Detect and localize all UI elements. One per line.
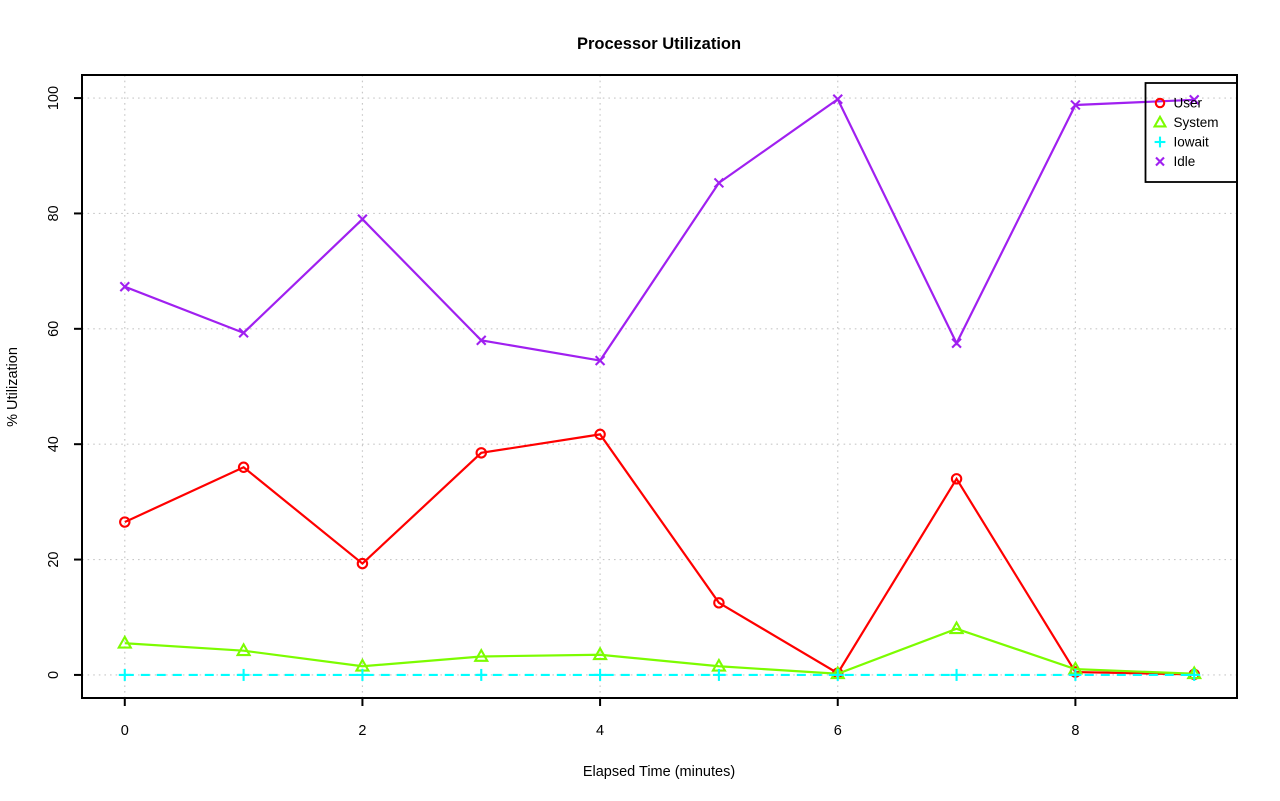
idle-marker-4 [594,355,606,366]
legend-box [1144,82,1238,183]
idle-marker-1 [238,327,249,339]
series-iowait [118,668,1201,681]
user-marker-1 [237,461,250,473]
idle-marker-8 [1070,99,1081,111]
series-user [119,428,1200,681]
gridlines [82,75,1237,698]
legend-system-label: System [1174,115,1219,130]
legend-entry-iowait: Iowait [1154,135,1210,150]
user-marker-7 [950,473,963,485]
legend-entry-user: User [1154,96,1203,111]
plot-border [81,74,1238,699]
idle-marker-3 [476,335,487,346]
idle-marker-0 [119,281,130,292]
user-marker-3 [475,447,487,459]
chart-title: Processor Utilization [577,35,741,53]
legend-system-marker-icon [1152,114,1168,128]
y-tick-label-100: 100 [46,86,62,110]
user-marker-5 [713,597,725,609]
series-system [116,620,1203,680]
x-tick-label-8: 8 [1071,723,1079,739]
idle-marker-6 [832,94,843,105]
legend-entry-system: System [1152,114,1219,130]
data-series [116,94,1203,681]
system-marker-0 [116,634,133,649]
x-tick-label-0: 0 [121,723,129,739]
y-tick-label-0: 0 [46,671,62,679]
system-marker-4 [592,646,608,661]
system-marker-1 [235,642,252,657]
y-axis-title: % Utilization [5,347,21,427]
idle-marker-7 [951,338,962,349]
idle-marker-9 [1189,94,1200,105]
legend: User System Iowait Idle [1144,82,1238,183]
idle-line [124,97,1195,362]
user-marker-4 [594,428,606,441]
idle-marker-5 [713,177,725,189]
legend-user-label: User [1174,96,1203,111]
user-marker-0 [119,516,131,528]
x-axis-title: Elapsed Time (minutes) [583,764,735,780]
x-tick-label-6: 6 [834,723,842,739]
x-tick-label-2: 2 [358,723,366,739]
system-line [124,627,1195,675]
y-tick-label-40: 40 [46,436,62,452]
y-tick-label-60: 60 [46,321,62,337]
user-line [124,433,1195,676]
legend-iowait-label: Iowait [1174,135,1210,150]
legend-entry-idle: Idle [1155,154,1196,169]
y-tick-label-80: 80 [46,205,62,221]
system-marker-7 [948,620,965,635]
system-marker-3 [473,648,490,662]
x-tick-label-4: 4 [596,723,604,739]
series-idle [119,94,1200,366]
legend-user-marker-icon [1154,97,1166,109]
legend-idle-marker-icon [1155,156,1165,167]
y-tick-label-20: 20 [46,551,62,567]
user-marker-2 [356,557,369,570]
idle-marker-2 [357,214,368,225]
legend-idle-label: Idle [1174,154,1196,169]
